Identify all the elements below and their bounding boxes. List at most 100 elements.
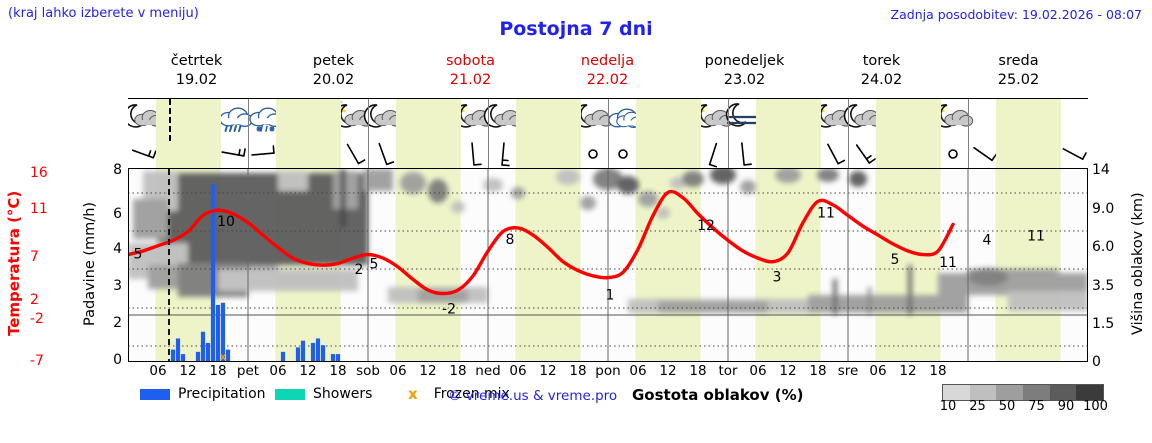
day-name-5: torek [862, 53, 901, 69]
cloud-density-label-4: 90 [1057, 399, 1075, 414]
cloud-tick-2: 6.0 [1092, 239, 1115, 255]
wind-barb-row [128, 140, 1088, 168]
cloud-density-scale [942, 384, 1104, 401]
precip-tick-2: 4 [113, 241, 122, 257]
cloud-tick-1: 9.0 [1092, 201, 1115, 217]
hour-tick-label: pet [236, 363, 260, 379]
day-header-3: nedelja 22.02 [539, 52, 676, 90]
wind-barb [131, 149, 157, 159]
day-date-4: 23.02 [723, 72, 766, 88]
cloud-density-title: Gostota oblakov (%) [632, 386, 804, 404]
cloud-tick-5: 0 [1092, 354, 1101, 370]
temperature-point-label: 11 [1027, 228, 1045, 244]
hour-tick-label: ned [475, 363, 501, 379]
wind-barb [378, 142, 395, 166]
legend-precipitation: Precipitation [140, 386, 266, 402]
precipitation-swatch [140, 388, 170, 400]
hour-tick-label: 06 [869, 363, 887, 379]
wind-barb [708, 142, 718, 168]
temp-tick-0: 16 [30, 165, 48, 181]
precip-tick-5: 0 [113, 352, 122, 368]
hour-tick-label: 18 [329, 363, 347, 379]
temperature-curve [128, 189, 955, 296]
temperature-point-label: 10 [217, 214, 235, 230]
legend-precipitation-label: Precipitation [178, 386, 266, 402]
legend-frozen-mix: x Frozen mix [408, 386, 510, 402]
weather-icon-row [128, 98, 1088, 141]
wind-barb [855, 144, 876, 164]
cloud-tick-3: 3.5 [1092, 278, 1115, 294]
precip-tick-3: 3 [113, 278, 122, 294]
location-hint: (kraj lahko izberete v meniju) [8, 6, 199, 21]
hour-tick-label: 12 [419, 363, 437, 379]
temp-tick-4: -2 [30, 311, 44, 327]
day-header-row: četrtek 19.02 petek 20.02 sobota 21.02 n… [128, 52, 1088, 96]
hour-tick-label: 18 [449, 363, 467, 379]
hour-tick-label: 06 [149, 363, 167, 379]
day-header-4: ponedeljek 23.02 [676, 52, 813, 90]
day-header-1: petek 20.02 [265, 52, 402, 90]
temperature-point-label: 2 [355, 262, 364, 278]
wind-barb [948, 149, 958, 159]
hour-tick-label: tor [718, 363, 738, 379]
cloud-density-step-3 [1023, 385, 1050, 400]
day-header-5: torek 24.02 [813, 52, 950, 90]
temperature-point-label: 5 [134, 247, 143, 263]
temp-tick-2: 7 [30, 249, 39, 265]
temperature-axis-title: Temperatura (°C) [5, 190, 23, 336]
graph-canvas[interactable]: x 5 10 2 5 -2 8 1 12 3 11 5 11 4 11 [128, 168, 1088, 362]
frozen-mix-icon: x [408, 384, 418, 403]
day-date-2: 21.02 [449, 72, 492, 88]
temperature-point-label: 1 [606, 288, 615, 304]
current-time-line-icons [169, 99, 171, 141]
hour-tick-label: 06 [509, 363, 527, 379]
hour-tick-label: 18 [929, 363, 947, 379]
day-header-2: sobota 21.02 [402, 52, 539, 90]
hour-tick-label: 18 [209, 363, 227, 379]
cloud-tick-4: 1.5 [1092, 316, 1115, 332]
hour-tick-label: 12 [899, 363, 917, 379]
temperature-point-label: 11 [939, 255, 957, 271]
cloud-height-axis-title: Višina oblakov (km) [1130, 192, 1146, 336]
wind-barb [588, 149, 598, 159]
temperature-point-label: 8 [506, 232, 515, 248]
cloud-density-step-0 [943, 385, 970, 400]
legend-showers: Showers [275, 386, 372, 402]
day-name-3: nedelja [580, 53, 635, 69]
hour-tick-label: 18 [569, 363, 587, 379]
precipitation-axis-title: Padavine (mm/h) [82, 201, 98, 327]
day-date-5: 24.02 [860, 72, 903, 88]
day-date-3: 22.02 [586, 72, 629, 88]
precip-tick-1: 6 [113, 206, 122, 222]
day-name-4: ponedeljek [704, 53, 785, 69]
legend-row: Precipitation Showers x Frozen mix [128, 386, 1152, 412]
day-name-6: sreda [998, 53, 1039, 69]
cloud-density-step-5 [1076, 385, 1104, 400]
wind-barb [221, 148, 246, 157]
wind-barb [741, 142, 752, 166]
cloud-density-label-2: 50 [998, 399, 1016, 414]
cloud-density-step-2 [996, 385, 1024, 400]
cloud-tick-0: 14 [1092, 162, 1110, 178]
temperature-point-label: 5 [891, 252, 900, 268]
day-name-1: petek [312, 53, 355, 69]
cloud-density-label-0: 10 [939, 399, 957, 414]
wind-barb [346, 143, 366, 165]
cloud-density-label-5: 100 [1083, 399, 1108, 414]
day-date-1: 20.02 [312, 72, 355, 88]
meteogram-plot[interactable]: x 5 10 2 5 -2 8 1 12 3 11 5 11 4 11 [128, 98, 1088, 362]
showers-swatch [275, 388, 305, 400]
temperature-point-label: 11 [817, 205, 835, 221]
hour-tick-label: sre [837, 363, 859, 379]
moon-fog-icon [725, 103, 760, 127]
hour-tick-label: pon [595, 363, 621, 379]
hour-tick-label: 06 [629, 363, 647, 379]
copyright-link[interactable]: © vreme.us & vreme.pro [448, 388, 618, 404]
hour-axis: 06 12 18 pet 06 12 18 sob 06 12 18 ned 06 12 18 pon 06 12… [128, 363, 1088, 381]
hour-tick-label: 18 [809, 363, 827, 379]
temperature-point-label: 12 [697, 218, 715, 234]
hour-tick-label: sob [356, 363, 380, 379]
temperature-point-label: 5 [370, 257, 379, 273]
